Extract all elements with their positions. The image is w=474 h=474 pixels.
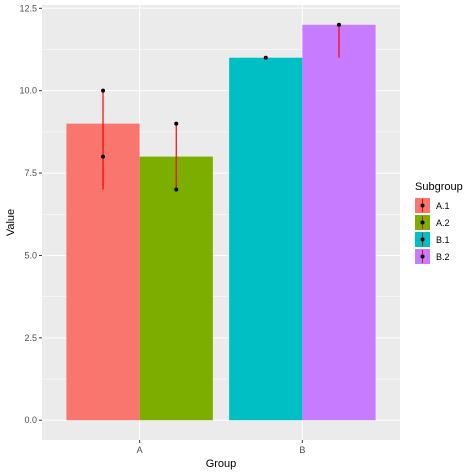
legend-title: Subgroup xyxy=(415,181,463,193)
bar-B.2 xyxy=(302,24,376,421)
legend-key-point-A.2 xyxy=(420,220,425,225)
x-axis-title: Group xyxy=(206,458,237,470)
legend-label-B.2: B.2 xyxy=(436,252,450,262)
legend-label-A.2: A.2 xyxy=(436,218,450,228)
legend-label-A.1: A.1 xyxy=(436,201,450,211)
x-tick-label: B xyxy=(299,445,305,455)
point-B.2 xyxy=(336,22,341,27)
y-tick-label: 7.5 xyxy=(24,168,37,178)
data-points xyxy=(101,22,341,192)
point-A.1 xyxy=(101,154,106,159)
point-A.1 xyxy=(101,88,106,93)
y-axis-title: Value xyxy=(5,209,17,236)
point-A.2 xyxy=(174,187,179,192)
y-tick-label: 5.0 xyxy=(24,250,37,260)
legend-key-point-B.2 xyxy=(420,254,425,259)
y-axis: 0.0 2.5 5.0 7.5 10.0 12.5 xyxy=(19,3,42,425)
y-tick-label: 10.0 xyxy=(19,86,37,96)
bar-A.2 xyxy=(139,156,213,421)
legend: Subgroup A.1 A.2 B.1 B.2 xyxy=(415,181,463,264)
point-B.1 xyxy=(263,55,268,60)
bars xyxy=(66,24,376,421)
y-tick-label: 12.5 xyxy=(19,3,37,13)
point-A.2 xyxy=(174,121,179,126)
legend-key-point-A.1 xyxy=(420,203,425,208)
y-tick-label: 2.5 xyxy=(24,333,37,343)
legend-key-point-B.1 xyxy=(420,237,425,242)
y-tick-label: 0.0 xyxy=(24,415,37,425)
bar-B.1 xyxy=(229,57,303,421)
legend-label-B.1: B.1 xyxy=(436,235,450,245)
x-tick-label: A xyxy=(137,445,143,455)
error-bars xyxy=(102,24,340,190)
